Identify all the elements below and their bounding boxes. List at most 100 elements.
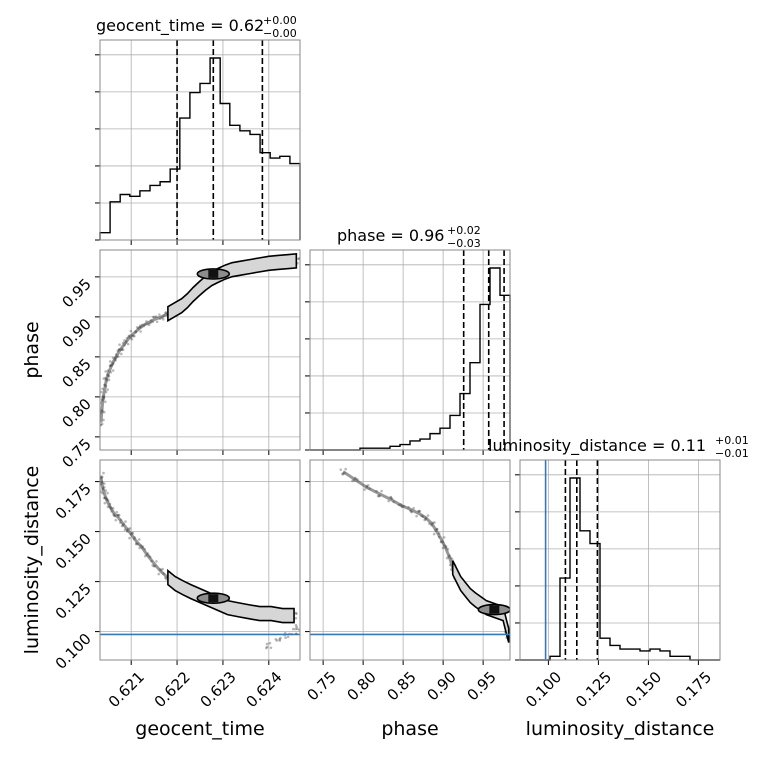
x-tick-label-luminosity-distance: 0.100 <box>522 668 565 711</box>
sample-point <box>278 639 282 642</box>
sample-point <box>137 538 141 541</box>
y-tick-label-phase: 0.95 <box>58 275 94 311</box>
scatter-luminosity_distance_vs_geocent_time-frame <box>99 459 301 661</box>
x-tick-label-phase: 0.95 <box>464 668 500 704</box>
panel-luminosity-distance-vs-phase: 0.75 0.80 0.85 0.90 0.95 <box>304 459 511 704</box>
sample-point <box>412 506 416 510</box>
sample-point <box>151 315 155 319</box>
panel-phase-vs-geocent-time: 0.75 0.80 0.85 0.90 0.95 <box>58 249 301 471</box>
sample-point <box>344 467 347 471</box>
sample-point <box>106 491 109 495</box>
panel-hist-phase <box>305 249 511 455</box>
sample-point <box>155 320 159 324</box>
title-luminosity-distance-value: 0.11 <box>670 436 706 455</box>
title-equals: = <box>385 226 409 245</box>
density-peak <box>208 594 219 603</box>
sample-point <box>97 419 100 422</box>
sample-point <box>103 501 107 505</box>
sample-point <box>445 556 449 560</box>
contour-outer <box>451 560 510 643</box>
contour-outer <box>167 253 298 323</box>
x-tick-label-luminosity-distance: 0.175 <box>672 668 715 711</box>
x-tick-label-phase: 0.80 <box>344 668 380 704</box>
sample-point <box>426 514 430 517</box>
title-geocent-time: geocent_time = 0.62 <box>96 16 264 36</box>
title-geocent-time-name: geocent_time <box>96 16 205 36</box>
sample-point <box>269 646 273 650</box>
sample-point <box>294 611 297 615</box>
density-peak <box>489 605 500 614</box>
sample-point <box>107 378 111 382</box>
sample-point <box>155 560 158 563</box>
sample-point <box>265 642 269 646</box>
x-tick-label-geocent-time: 0.624 <box>242 668 285 711</box>
scatter-phase_vs_geocent_time-frame <box>99 249 301 451</box>
title-phase-name: phase <box>337 226 385 245</box>
sample-point <box>418 509 422 513</box>
sample-point <box>126 342 130 346</box>
sample-point <box>274 637 278 641</box>
sample-point <box>415 514 418 518</box>
title-equals: = <box>647 436 671 455</box>
histogram-phase-frame <box>309 249 511 451</box>
sample-point <box>97 472 100 475</box>
y-tick-label-phase: 0.75 <box>58 435 94 471</box>
sample-point <box>118 343 121 346</box>
sample-point <box>106 388 109 391</box>
sample-point <box>100 490 103 493</box>
panel-luminosity-distance-vs-geocent-time: 0.621 0.622 0.623 0.624 0.100 0.125 0.150 0.175 <box>52 459 301 711</box>
sample-point <box>363 488 366 491</box>
y-axis-label-luminosity-distance: luminosity_distance <box>21 466 43 655</box>
sample-point <box>129 329 133 333</box>
sample-point <box>108 360 112 363</box>
x-tick-label-phase: 0.85 <box>384 668 420 704</box>
x-tick-label-luminosity-distance: 0.150 <box>622 668 665 711</box>
sample-point <box>339 468 343 471</box>
sample-point <box>265 646 268 650</box>
sample-point <box>158 313 161 316</box>
sample-point <box>161 567 164 571</box>
sample-point <box>162 318 165 321</box>
sample-point <box>286 635 290 639</box>
sample-point <box>387 499 390 503</box>
x-axis-label-phase: phase <box>381 718 438 740</box>
sample-point <box>279 636 282 640</box>
sample-point <box>104 400 107 404</box>
sample-point <box>366 484 370 487</box>
y-tick-label-phase: 0.80 <box>58 395 94 431</box>
sample-point <box>294 623 298 627</box>
sample-point <box>111 369 115 372</box>
samples-luminosity_distance_vs_phase <box>339 467 510 643</box>
sample-point <box>100 390 103 394</box>
sample-point <box>128 527 132 530</box>
title-phase-value: 0.96 <box>409 226 445 245</box>
sample-point <box>295 625 298 629</box>
sample-point <box>139 330 142 333</box>
samples-phase_vs_geocent_time <box>97 253 300 427</box>
sample-point <box>153 315 156 319</box>
title-luminosity-distance-name: luminosity_distance <box>488 436 647 456</box>
histogram-step-geocent-time <box>99 57 301 240</box>
sample-point <box>275 639 279 642</box>
x-tick-label-phase: 0.90 <box>424 668 460 704</box>
x-axis-label-luminosity-distance: luminosity_distance <box>526 718 715 740</box>
x-tick-label-phase: 0.75 <box>304 668 340 704</box>
x-tick-label-luminosity-distance: 0.125 <box>572 668 615 711</box>
sample-point <box>442 536 446 539</box>
sample-point <box>124 520 127 523</box>
sample-point <box>291 627 295 631</box>
sample-point <box>115 510 119 514</box>
sample-point <box>265 645 269 649</box>
sample-point <box>120 352 123 356</box>
sample-point <box>104 370 107 373</box>
x-tick-label-geocent-time: 0.622 <box>151 668 194 711</box>
density-peak <box>208 269 219 278</box>
sample-point <box>380 489 383 493</box>
title-luminosity-distance: luminosity_distance = 0.11 <box>488 436 706 456</box>
y-tick-label-phase: 0.85 <box>58 355 94 391</box>
sample-point <box>295 627 299 631</box>
sample-point <box>128 536 131 540</box>
x-tick-label-geocent-time: 0.621 <box>105 668 148 711</box>
sample-point <box>294 616 298 620</box>
